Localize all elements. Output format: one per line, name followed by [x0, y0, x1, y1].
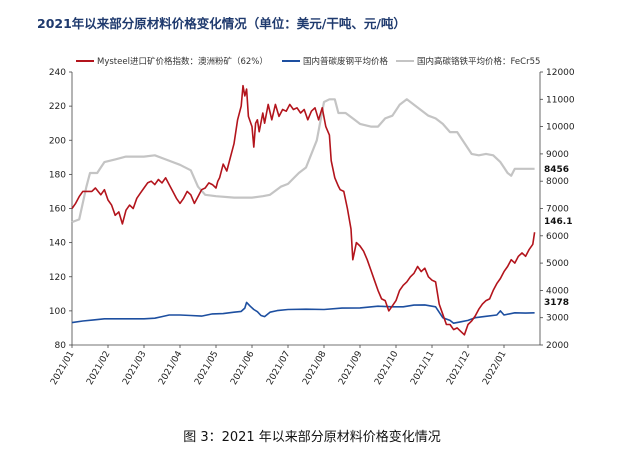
x-tick-label: 2021/01: [49, 350, 76, 387]
x-tick-label: 2021/03: [121, 350, 148, 387]
figure-caption: 图 3：2021 年以来部分原材料价格变化情况: [183, 430, 441, 445]
y-right-tick-label: 12000: [546, 68, 575, 78]
y-right-tick-label: 9000: [546, 150, 569, 160]
legend-label-1: 国内普碳废钢平均价格: [303, 56, 389, 67]
series-end-label-2: 8456: [544, 165, 569, 175]
y-left-tick-label: 100: [49, 307, 66, 317]
x-tick-label: 2021/12: [445, 350, 472, 387]
y-left-tick-label: 200: [49, 136, 66, 146]
y-left-tick-label: 180: [49, 170, 66, 180]
x-tick-label: 2021/08: [301, 349, 328, 387]
y-left-tick-label: 120: [49, 273, 66, 283]
series-line-2: [71, 98, 535, 224]
y-right-tick-label: 6000: [546, 232, 569, 242]
y-right-tick-label: 8000: [546, 177, 569, 187]
chart-title: 2021年以来部分原材料价格变化情况（单位：美元/干吨、元/吨）: [37, 16, 406, 31]
x-tick-label: 2021/10: [373, 349, 400, 387]
x-tick-label: 2021/11: [409, 350, 436, 387]
series-line-0: [71, 84, 536, 336]
y-right-tick-label: 11000: [546, 95, 575, 105]
y-left-tick-label: 80: [55, 341, 67, 351]
y-left-tick-label: 220: [49, 102, 66, 112]
y-right-tick-label: 10000: [546, 123, 575, 133]
y-right-tick-label: 3000: [546, 314, 569, 324]
y-left-tick-label: 240: [49, 68, 66, 78]
y-right-tick-label: 2000: [546, 341, 569, 351]
series-layer: [71, 84, 536, 336]
series-end-label-0: 146.1: [544, 217, 572, 227]
end-labels: 146.1 3178 8456: [544, 165, 572, 308]
series-end-label-1: 3178: [544, 298, 569, 308]
y-right-tick-label: 5000: [546, 259, 569, 269]
x-tick-label: 2021/06: [229, 349, 256, 387]
x-tick-label: 2022/01: [481, 350, 508, 387]
x-tick-label: 2021/09: [337, 349, 364, 387]
legend: Mysteel进口矿价格指数：澳洲粉矿（62%） 国内普碳废钢平均价格 国内高碳铬铁…: [76, 56, 540, 67]
x-tick-label: 2021/02: [85, 350, 112, 387]
y-left-tick-label: 140: [49, 239, 66, 249]
y-right-tick-label: 4000: [546, 286, 569, 296]
y-left-tick-label: 160: [49, 205, 66, 215]
y-right-tick-label: 7000: [546, 205, 569, 215]
axes: 80 100 120 140 160 180 200 220 240 2000 3000 4000 50…: [49, 68, 575, 387]
legend-label-2: 国内高碳铬铁平均价格：FeCr55: [417, 56, 540, 67]
x-tick-label: 2021/05: [193, 350, 220, 387]
legend-label-0: Mysteel进口矿价格指数：澳洲粉矿（62%）: [97, 56, 268, 67]
x-tick-label: 2021/04: [157, 349, 184, 387]
series-line-1: [71, 301, 535, 324]
x-tick-label: 2021/07: [265, 350, 292, 387]
